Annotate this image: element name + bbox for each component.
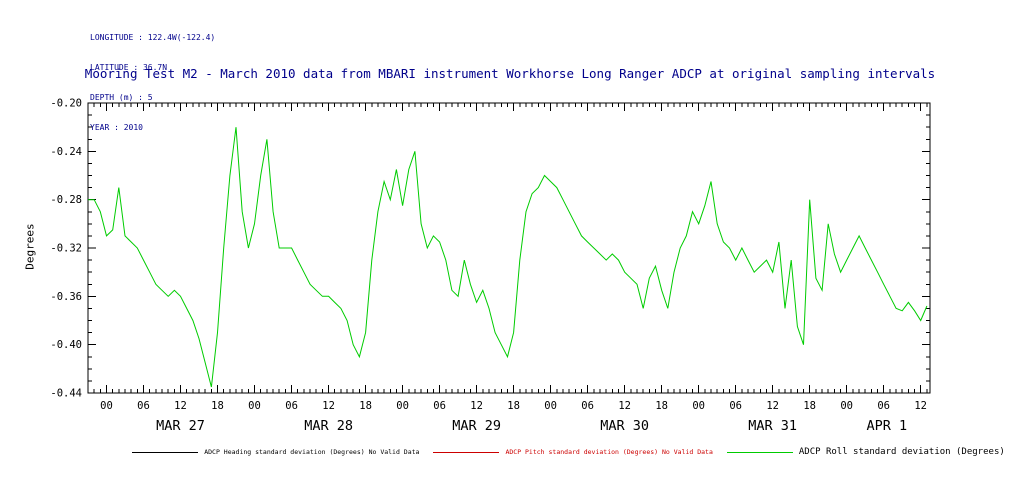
svg-text:-0.24: -0.24 [50,146,82,158]
svg-text:-0.36: -0.36 [50,291,82,303]
svg-text:-0.40: -0.40 [50,339,82,351]
longitude-value: LONGITUDE : 122.4W(-122.4) [90,33,216,42]
svg-text:06: 06 [285,400,298,412]
svg-text:-0.32: -0.32 [50,243,82,255]
svg-text:00: 00 [100,400,113,412]
svg-text:12: 12 [766,400,779,412]
legend-item-roll: ADCP Roll standard deviation (Degrees) [726,447,1005,457]
legend-label-heading: ADCP Heading standard deviation (Degrees… [204,448,420,456]
svg-text:06: 06 [729,400,742,412]
svg-text:00: 00 [840,400,853,412]
svg-text:18: 18 [359,400,372,412]
svg-text:18: 18 [507,400,520,412]
svg-text:MAR 30: MAR 30 [600,418,649,434]
legend-item-pitch: ADCP Pitch standard deviation (Degrees) … [433,448,713,456]
svg-text:06: 06 [433,400,446,412]
svg-text:12: 12 [174,400,187,412]
svg-text:06: 06 [877,400,890,412]
depth-value: DEPTH (m) : 5 [90,93,153,102]
svg-text:MAR 27: MAR 27 [156,418,205,434]
svg-text:APR 1: APR 1 [866,418,907,434]
svg-text:06: 06 [581,400,594,412]
metadata-block: LONGITUDE : 122.4W(-122.4) LATITUDE : 36… [90,13,215,153]
legend-item-heading: ADCP Heading standard deviation (Degrees… [132,448,419,456]
svg-text:06: 06 [137,400,150,412]
svg-text:12: 12 [322,400,335,412]
svg-text:00: 00 [544,400,557,412]
legend-label-roll: ADCP Roll standard deviation (Degrees) [798,447,1005,457]
year-value: YEAR : 2010 [90,123,143,132]
chart-legend: ADCP Heading standard deviation (Degrees… [64,447,1009,457]
svg-text:MAR 28: MAR 28 [304,418,353,434]
svg-text:12: 12 [914,400,927,412]
svg-text:MAR 29: MAR 29 [452,418,501,434]
chart-title: Mooring Test M2 - March 2010 data from M… [84,66,936,81]
pitch-line-swatch [433,451,500,453]
svg-text:MAR 31: MAR 31 [748,418,797,434]
svg-text:00: 00 [248,400,261,412]
svg-text:00: 00 [692,400,705,412]
svg-text:-0.20: -0.20 [50,98,82,110]
roll-line-swatch [726,451,793,453]
svg-text:18: 18 [211,400,224,412]
svg-text:-0.28: -0.28 [50,194,82,206]
y-axis-label: Degrees [23,223,37,270]
svg-text:-0.44: -0.44 [50,388,82,400]
legend-label-pitch: ADCP Pitch standard deviation (Degrees) … [505,448,713,456]
svg-text:12: 12 [618,400,631,412]
svg-text:18: 18 [803,400,816,412]
heading-line-swatch [132,451,199,453]
svg-text:00: 00 [396,400,409,412]
svg-text:12: 12 [470,400,483,412]
svg-text:18: 18 [655,400,668,412]
latitude-value: LATITUDE : 36.7N [90,63,168,72]
